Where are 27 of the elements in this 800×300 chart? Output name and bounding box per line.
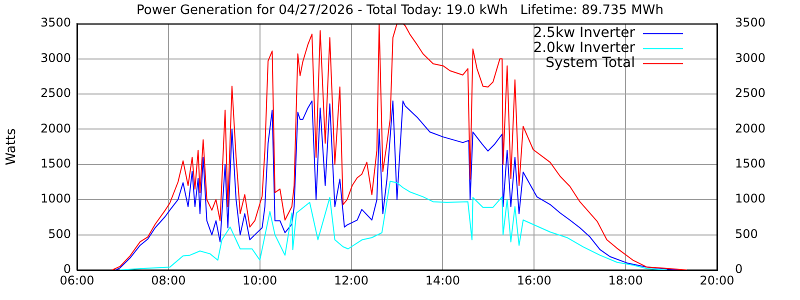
y2-tick-label: 500 <box>735 226 758 241</box>
x-tick-label: 12:00 <box>334 273 369 288</box>
y-tick-label: 3000 <box>40 50 71 65</box>
legend-label: 2.5kw Inverter <box>533 25 636 42</box>
x-tick-label: 16:00 <box>516 273 552 288</box>
chart-title: Power Generation for 04/27/2026 - Total Today: 19.0 kWh Lifetime: 89.735 MWh <box>136 3 664 18</box>
x-tick-label: 10:00 <box>242 273 278 288</box>
x-tick-label: 08:00 <box>151 273 186 288</box>
y-tick-label: 500 <box>48 226 71 241</box>
x-tick-label: 20:00 <box>700 273 734 288</box>
legend-label: 2.0kw Inverter <box>533 40 636 56</box>
y-tick-label: 1000 <box>40 192 71 206</box>
y2-tick-label: 1000 <box>735 192 766 206</box>
y2-tick-label: 1500 <box>735 156 766 171</box>
x-tick-label: 18:00 <box>608 273 643 288</box>
y-axis-title: Watts <box>4 128 20 166</box>
y2-tick-label: 0 <box>735 262 743 276</box>
y2-tick-label: 2000 <box>735 121 766 136</box>
y-tick-label: 3500 <box>40 16 71 30</box>
y2-tick-label: 3000 <box>735 50 766 65</box>
y2-tick-label: 2500 <box>735 86 766 100</box>
y-tick-label: 1500 <box>40 156 71 171</box>
y2-tick-label: 3500 <box>735 16 766 30</box>
y-tick-label: 2000 <box>40 121 71 136</box>
x-tick-label: 14:00 <box>425 273 460 288</box>
y-tick-label: 2500 <box>40 86 71 100</box>
legend-label: System Total <box>546 55 635 72</box>
